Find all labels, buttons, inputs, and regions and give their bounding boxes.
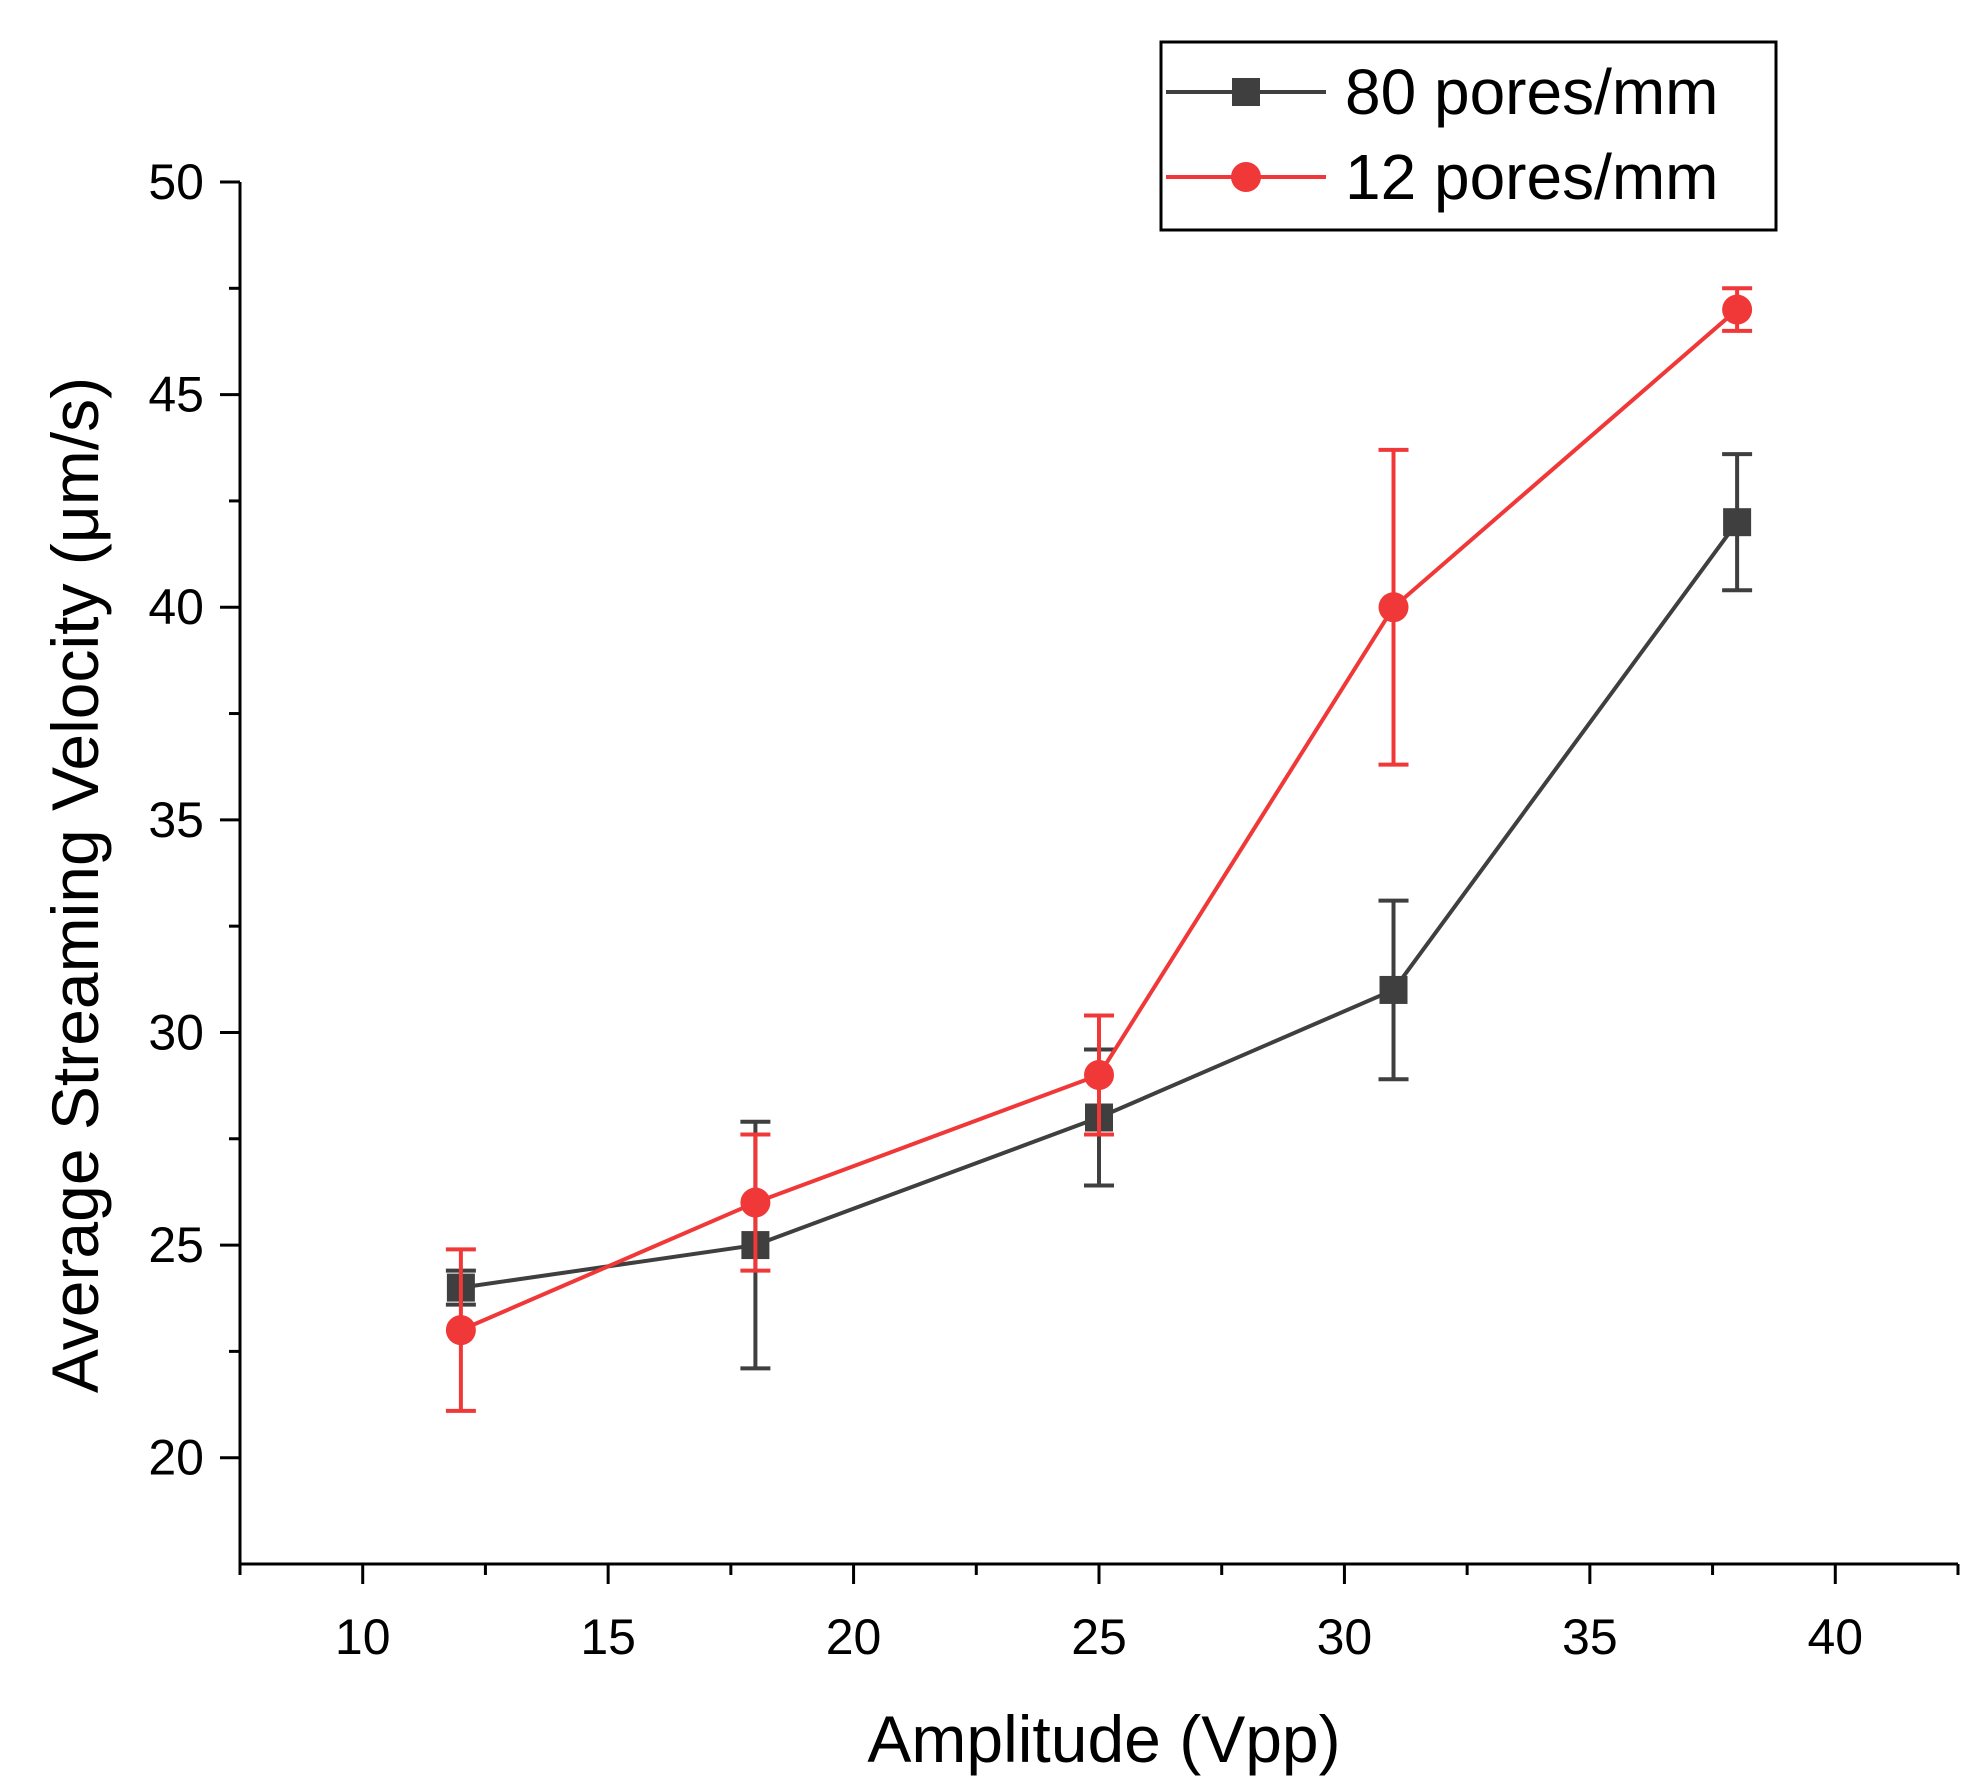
data-point-square xyxy=(1723,508,1752,537)
legend: 80 pores/mm 12 pores/mm xyxy=(1159,40,1778,232)
y-tick-label: 45 xyxy=(148,367,204,423)
data-point-circle xyxy=(1722,294,1753,325)
axes xyxy=(238,182,1958,1566)
legend-label: 80 pores/mm xyxy=(1345,56,1718,128)
x-tick-label: 40 xyxy=(1807,1609,1863,1665)
series-80-pores xyxy=(445,452,1753,1371)
data-point-square xyxy=(1379,975,1408,1004)
data-point-circle xyxy=(1378,592,1409,623)
y-tick-label: 20 xyxy=(148,1430,204,1486)
data-point-circle xyxy=(740,1187,771,1218)
data-point-circle xyxy=(445,1315,476,1346)
legend-box xyxy=(1159,40,1778,232)
x-axis-ticks: 10 15 20 25 30 35 40 xyxy=(238,1564,1960,1665)
data-point-circle xyxy=(1084,1059,1114,1090)
y-tick-label: 50 xyxy=(148,154,204,210)
y-tick-label: 30 xyxy=(148,1004,204,1060)
series-12-pores xyxy=(445,286,1753,1413)
x-tick-label: 15 xyxy=(580,1609,636,1665)
legend-item: 80 pores/mm xyxy=(1166,56,1718,128)
legend-label: 12 pores/mm xyxy=(1345,141,1718,213)
x-tick-label: 25 xyxy=(1071,1609,1127,1665)
y-tick-label: 35 xyxy=(148,792,204,848)
x-tick-label: 35 xyxy=(1562,1609,1618,1665)
legend-marker-circle xyxy=(1231,162,1261,192)
x-tick-label: 10 xyxy=(335,1609,391,1665)
x-axis-title: Amplitude (Vpp) xyxy=(867,1702,1340,1776)
legend-marker-square xyxy=(1232,78,1260,106)
y-axis-ticks: 20 25 30 35 40 45 50 xyxy=(148,154,240,1486)
y-tick-label: 25 xyxy=(148,1217,204,1273)
x-tick-label: 20 xyxy=(826,1609,882,1665)
plot-area xyxy=(445,286,1753,1413)
y-tick-label: 40 xyxy=(148,579,204,635)
x-tick-label: 30 xyxy=(1317,1609,1373,1665)
legend-item: 12 pores/mm xyxy=(1166,141,1718,213)
y-axis-title: Average Streaming Velocity (μm/s) xyxy=(38,377,112,1393)
